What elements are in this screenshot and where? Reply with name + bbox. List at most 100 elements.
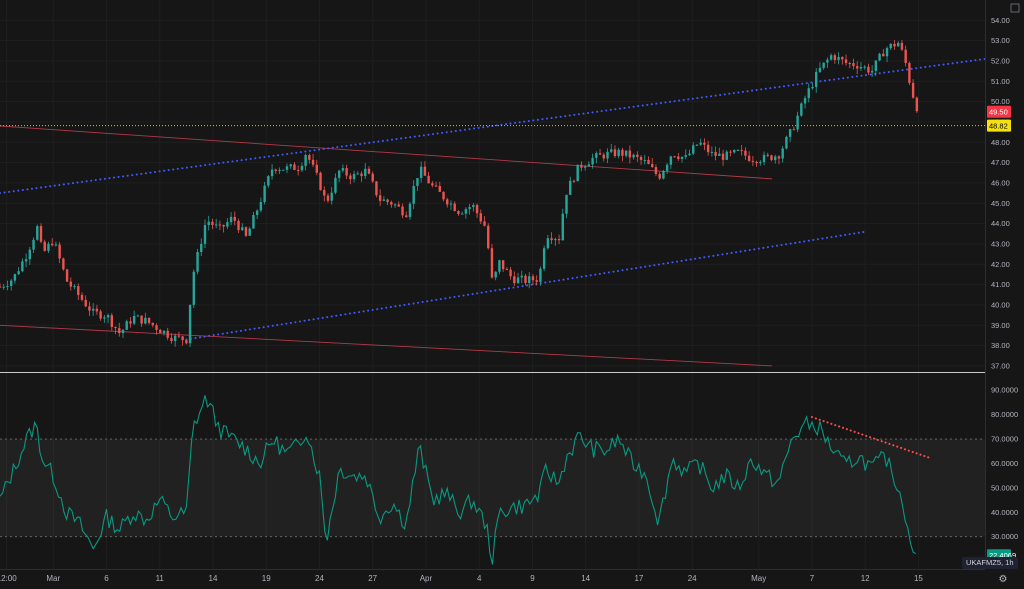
candle[interactable]	[505, 269, 509, 271]
candle[interactable]	[464, 209, 468, 214]
candle[interactable]	[587, 164, 591, 167]
candle[interactable]	[699, 142, 702, 145]
candle[interactable]	[360, 173, 363, 177]
candle[interactable]	[226, 222, 229, 227]
candle[interactable]	[889, 43, 892, 49]
candle[interactable]	[337, 170, 341, 178]
candle[interactable]	[673, 156, 676, 158]
candle[interactable]	[263, 185, 266, 203]
candle[interactable]	[412, 185, 415, 204]
candle[interactable]	[386, 199, 389, 203]
candle[interactable]	[140, 315, 143, 324]
rsi-line[interactable]	[0, 395, 933, 565]
candle[interactable]	[211, 221, 214, 225]
candle[interactable]	[561, 213, 564, 241]
candle[interactable]	[382, 199, 386, 201]
candle[interactable]	[591, 157, 594, 165]
candle[interactable]	[192, 271, 196, 305]
candle[interactable]	[207, 221, 210, 226]
candle[interactable]	[434, 185, 438, 187]
candle[interactable]	[121, 329, 125, 334]
candle[interactable]	[54, 244, 58, 246]
candle[interactable]	[520, 275, 523, 278]
candle[interactable]	[214, 224, 218, 226]
candle[interactable]	[397, 204, 400, 207]
candle[interactable]	[662, 170, 665, 179]
candle[interactable]	[617, 149, 620, 157]
candle[interactable]	[36, 226, 39, 240]
candle[interactable]	[688, 153, 691, 156]
candle[interactable]	[58, 244, 61, 259]
candle[interactable]	[222, 224, 225, 227]
candle[interactable]	[725, 151, 728, 160]
candle[interactable]	[43, 241, 46, 251]
candle[interactable]	[114, 326, 117, 329]
candle[interactable]	[583, 166, 587, 168]
candle[interactable]	[196, 252, 199, 272]
candle[interactable]	[300, 165, 304, 171]
candle[interactable]	[885, 48, 889, 57]
candle[interactable]	[874, 60, 878, 71]
candle[interactable]	[80, 294, 84, 300]
candle[interactable]	[103, 317, 106, 319]
candle[interactable]	[908, 62, 911, 83]
candle[interactable]	[777, 156, 781, 159]
candle[interactable]	[349, 175, 352, 180]
candle[interactable]	[371, 173, 374, 182]
candle[interactable]	[844, 59, 848, 64]
candle[interactable]	[531, 276, 535, 281]
candle[interactable]	[632, 154, 635, 158]
candle[interactable]	[438, 186, 441, 192]
candle[interactable]	[528, 276, 531, 283]
candle[interactable]	[501, 260, 505, 270]
candle[interactable]	[546, 238, 550, 249]
candle[interactable]	[651, 164, 654, 168]
candle[interactable]	[88, 306, 91, 311]
candle[interactable]	[770, 155, 773, 161]
candle[interactable]	[326, 195, 330, 201]
candle[interactable]	[740, 149, 743, 151]
candle[interactable]	[155, 325, 158, 330]
candle[interactable]	[807, 88, 810, 99]
rsi-line-path[interactable]	[0, 395, 917, 565]
candle[interactable]	[811, 86, 814, 89]
candle[interactable]	[367, 168, 371, 174]
candle[interactable]	[595, 153, 598, 158]
candle[interactable]	[483, 221, 486, 226]
candle[interactable]	[319, 172, 322, 190]
candle[interactable]	[84, 299, 87, 307]
candle[interactable]	[498, 260, 501, 272]
candle[interactable]	[28, 249, 32, 260]
candle[interactable]	[792, 129, 796, 131]
candle[interactable]	[900, 42, 904, 50]
candle[interactable]	[50, 243, 54, 246]
candle[interactable]	[762, 154, 766, 163]
price-axis[interactable]: 37.00 38.00 39.00 40.00 41.00 42.00 43.00 44.00…	[991, 16, 1010, 371]
candle[interactable]	[378, 195, 382, 201]
candle[interactable]	[774, 156, 777, 161]
candle[interactable]	[13, 274, 17, 281]
candle[interactable]	[882, 53, 885, 57]
gear-icon[interactable]: ⚙	[998, 574, 1008, 585]
candle[interactable]	[628, 150, 632, 158]
candle[interactable]	[401, 206, 404, 216]
candle[interactable]	[658, 173, 661, 179]
candle[interactable]	[487, 225, 490, 249]
candle[interactable]	[47, 243, 50, 251]
candle[interactable]	[166, 330, 169, 338]
candle[interactable]	[911, 82, 915, 98]
candle[interactable]	[95, 308, 99, 312]
candle[interactable]	[132, 315, 136, 324]
candle[interactable]	[427, 175, 430, 184]
candle[interactable]	[870, 70, 874, 73]
candle[interactable]	[878, 53, 881, 61]
candle[interactable]	[431, 183, 434, 186]
candle[interactable]	[341, 168, 345, 171]
candle[interactable]	[524, 275, 527, 283]
candle[interactable]	[285, 166, 289, 170]
candle[interactable]	[856, 66, 859, 69]
candle[interactable]	[721, 153, 725, 160]
candle[interactable]	[475, 205, 479, 214]
candle[interactable]	[516, 277, 520, 284]
candle[interactable]	[73, 286, 76, 288]
